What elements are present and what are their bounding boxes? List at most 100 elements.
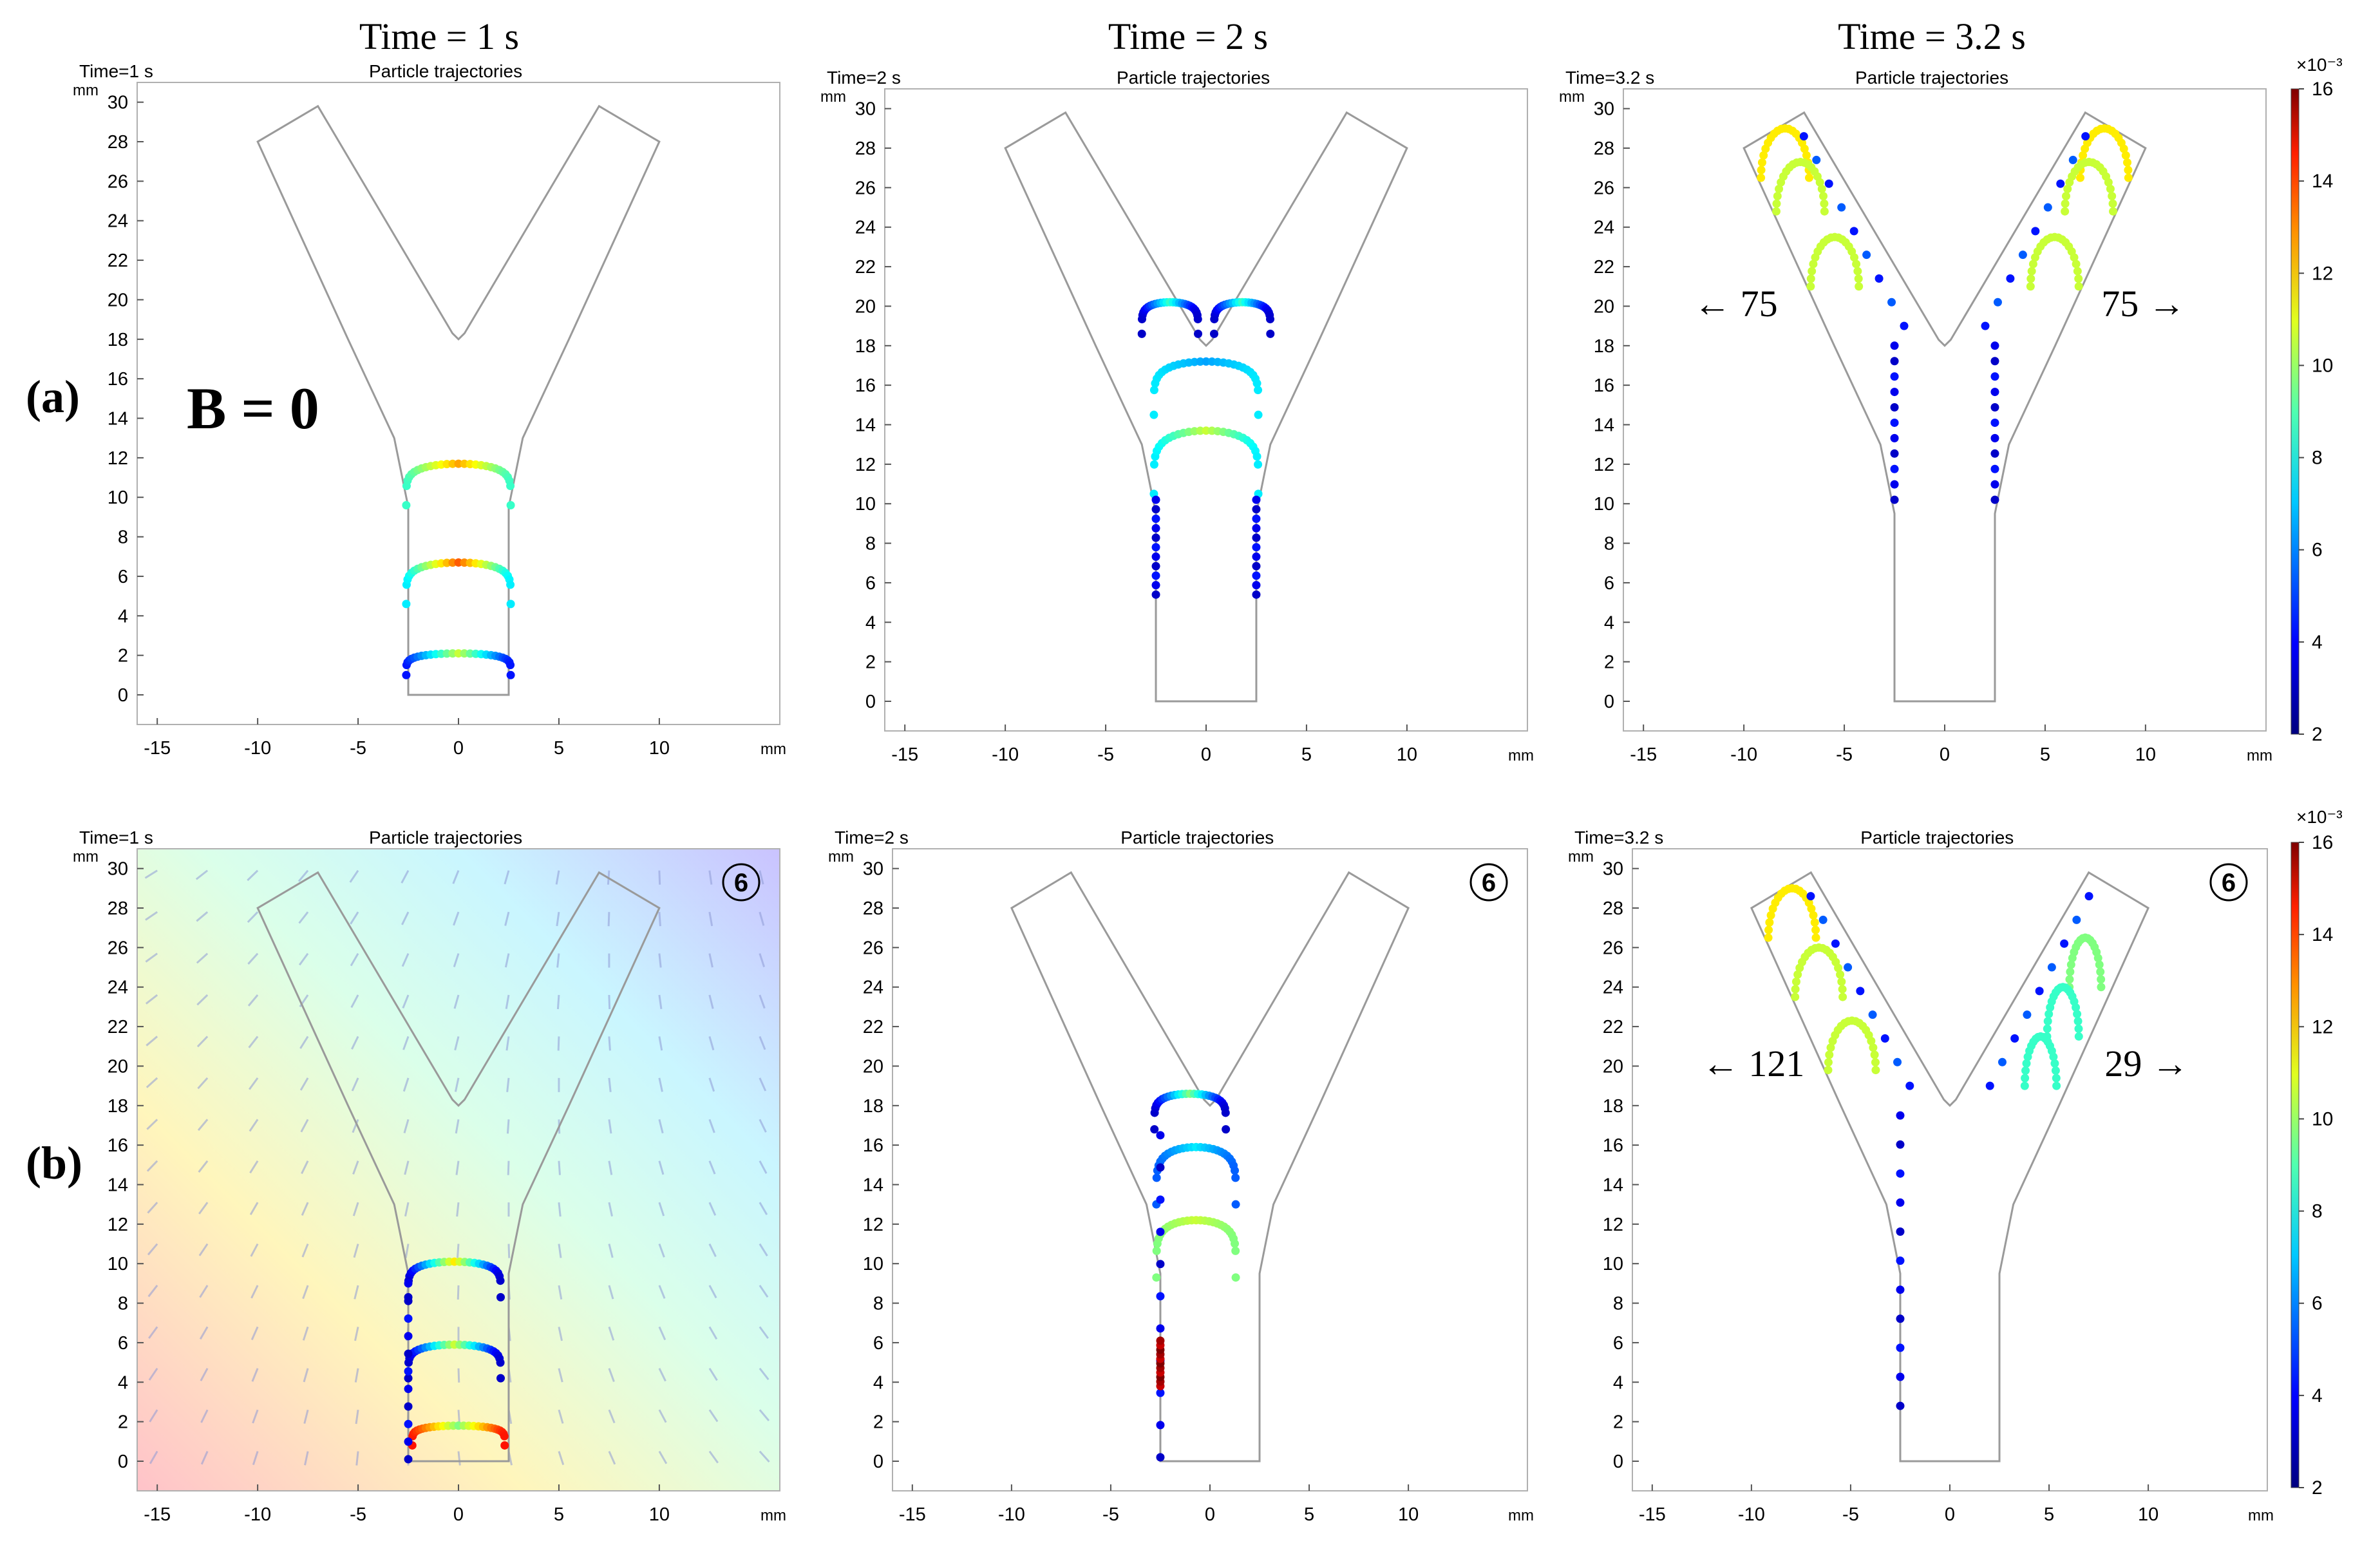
time-label: Time=2 s [835,828,909,847]
column-header-1: Time = 1 s [359,15,519,57]
particle [404,1332,413,1341]
particle [1896,1227,1905,1236]
field-arrow [759,1367,770,1381]
particle [1990,495,1999,504]
x-tick-label: -5 [1102,1504,1119,1525]
particle [1896,1256,1905,1265]
particle [1875,274,1884,283]
x-tick-label: 5 [2044,1504,2054,1525]
particle [1150,1125,1159,1134]
particle [2070,253,2079,262]
field-arrow [351,1077,359,1092]
field-arrow [304,1451,309,1466]
y-tick-label: 24 [1603,978,1623,998]
y-unit: mm [828,848,854,866]
particle [1837,977,1846,986]
particle [1990,403,1999,412]
particle [2026,282,2035,291]
y-tick-label: 0 [1604,692,1614,712]
particle [1811,253,1820,262]
y-tick-label: 28 [855,138,876,159]
particle [1896,1343,1905,1352]
particle [2065,975,2074,984]
particle [404,1314,413,1323]
field-arrow [504,953,510,968]
particle [1151,543,1160,552]
y-tick-label: 18 [855,336,876,357]
field-arrow [759,994,766,1009]
particle [1900,321,1909,330]
field-arrow [759,911,765,926]
particle [1852,260,1861,269]
x-tick-label: 0 [453,738,464,759]
particle [496,1374,505,1383]
particle [1871,1058,1880,1067]
particle [506,580,515,589]
field-arrow [350,994,359,1008]
field-arrow [658,1160,665,1175]
panel-a2: Time=2 s Particle trajectoriesmm024681012… [820,68,1534,765]
y-tick-label: 14 [855,415,876,436]
field-arrow [658,1285,666,1299]
x-tick-label: 5 [554,1504,564,1525]
y-tick-label: 0 [865,692,876,712]
field-arrow [196,952,209,964]
particle [1890,433,1899,442]
field-arrow [457,1368,460,1383]
y-tick-label: 4 [1613,1372,1623,1393]
field-arrow [247,869,259,882]
particle [1151,495,1160,504]
particle [1149,460,1158,469]
time-label: Time=2 s [827,68,901,88]
y-tick-label: 4 [118,1372,128,1393]
y-tick-label: 30 [1603,859,1623,880]
field-arrow [608,1077,612,1092]
particle [1824,1058,1833,1067]
particle [1196,426,1205,435]
field-arrow [452,870,460,884]
particle [2074,282,2083,291]
left-exit-count: ← 75 [1694,283,1778,325]
y-tick-label: 22 [863,1017,883,1037]
particle [2027,267,2036,276]
field-arrow [401,911,410,925]
y-unit: mm [820,88,846,106]
circled-label: 6 [734,869,748,897]
field-arrow [708,994,714,1009]
particle [1890,341,1899,350]
field-arrow [195,869,209,880]
particle [1990,341,1999,350]
field-arrow [506,1119,510,1134]
particle [1156,1292,1165,1301]
particle [2108,199,2117,208]
particle [2060,939,2069,948]
particle [1890,403,1899,412]
y-tick-label: 22 [108,1017,128,1037]
plot-frame [884,88,1528,732]
particle [506,600,515,609]
particle [1152,1273,1161,1282]
field-arrow [354,1327,359,1341]
field-arrow [658,1119,664,1133]
colorbar-tick-label: 6 [2312,1293,2323,1314]
y-tick-label: 6 [1613,1333,1623,1354]
particle [1156,1336,1165,1345]
particle [1824,179,1833,188]
particle [1252,581,1261,590]
particle [1196,357,1205,366]
field-arrow [146,1036,158,1046]
particle [2104,178,2113,187]
field-arrow [303,1368,309,1383]
particle [2006,274,2015,283]
x-tick-label: 0 [1945,1504,1955,1525]
field-arrow [247,994,259,1007]
particle [1862,251,1871,260]
y-channel-outline [1004,111,1408,703]
field-arrow [200,1409,209,1423]
plot-frame [1623,88,2267,732]
particle [402,600,411,609]
y-tick-label: 20 [1594,296,1614,317]
field-arrow [402,1077,410,1092]
particle [1826,1043,1835,1052]
particle [2010,1034,2019,1043]
